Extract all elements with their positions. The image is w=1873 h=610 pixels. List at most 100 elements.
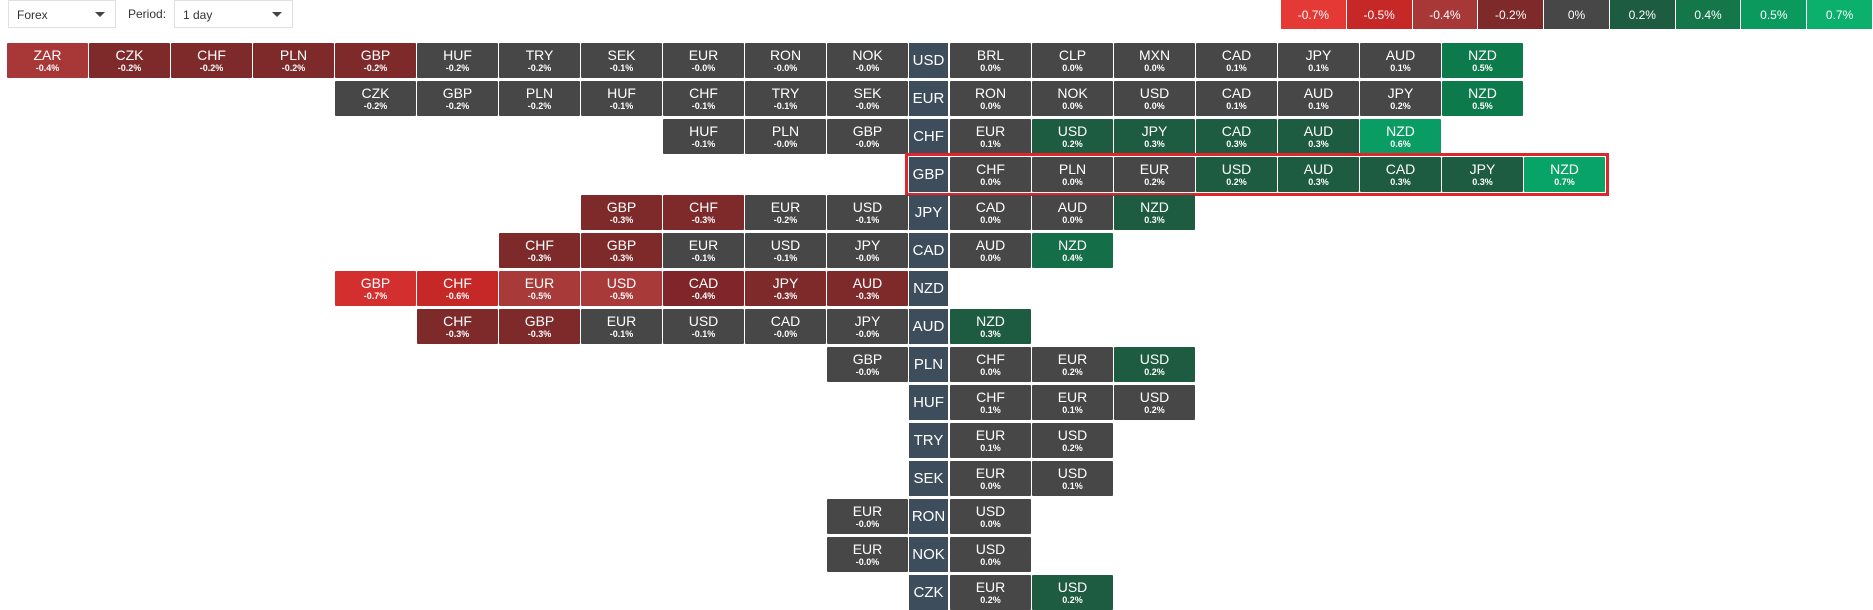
currency-cell[interactable]: USD 0.2% xyxy=(1032,575,1113,610)
base-currency[interactable]: USD xyxy=(909,43,948,78)
currency-cell[interactable]: USD 0.2% xyxy=(1114,385,1195,420)
currency-cell[interactable]: EUR -0.5% xyxy=(499,271,580,306)
currency-cell[interactable]: AUD 0.1% xyxy=(1278,81,1359,116)
base-currency[interactable]: TRY xyxy=(909,423,948,458)
currency-cell[interactable]: EUR -0.0% xyxy=(827,537,908,572)
currency-cell[interactable]: EUR -0.1% xyxy=(581,309,662,344)
base-currency[interactable]: NZD xyxy=(909,271,948,306)
currency-cell[interactable]: CHF -0.2% xyxy=(171,43,252,78)
currency-cell[interactable]: CZK -0.2% xyxy=(89,43,170,78)
base-currency[interactable]: AUD xyxy=(909,309,948,344)
currency-cell[interactable]: JPY -0.3% xyxy=(745,271,826,306)
currency-cell[interactable]: JPY -0.0% xyxy=(827,233,908,268)
currency-cell[interactable]: CHF -0.1% xyxy=(663,81,744,116)
currency-cell[interactable]: GBP -0.3% xyxy=(581,195,662,230)
currency-cell[interactable]: EUR 0.2% xyxy=(1114,157,1195,192)
currency-cell[interactable]: HUF -0.1% xyxy=(663,119,744,154)
currency-cell[interactable]: USD -0.1% xyxy=(663,309,744,344)
currency-cell[interactable]: HUF -0.1% xyxy=(581,81,662,116)
currency-cell[interactable]: GBP -0.0% xyxy=(827,119,908,154)
currency-cell[interactable]: CAD 0.1% xyxy=(1196,43,1277,78)
base-currency[interactable]: CZK xyxy=(909,575,948,610)
market-dropdown[interactable]: Forex xyxy=(8,0,116,28)
currency-cell[interactable]: EUR 0.1% xyxy=(950,119,1031,154)
currency-cell[interactable]: GBP -0.0% xyxy=(827,347,908,382)
currency-cell[interactable]: GBP -0.7% xyxy=(335,271,416,306)
base-currency[interactable]: NOK xyxy=(909,537,948,572)
currency-cell[interactable]: CHF -0.6% xyxy=(417,271,498,306)
currency-cell[interactable]: EUR -0.0% xyxy=(663,43,744,78)
currency-cell[interactable]: CHF 0.1% xyxy=(950,385,1031,420)
currency-cell[interactable]: GBP -0.3% xyxy=(581,233,662,268)
base-currency[interactable]: RON xyxy=(909,499,948,534)
currency-cell[interactable]: RON -0.0% xyxy=(745,43,826,78)
currency-cell[interactable]: AUD 0.0% xyxy=(950,233,1031,268)
currency-cell[interactable]: USD 0.0% xyxy=(1114,81,1195,116)
currency-cell[interactable]: SEK -0.1% xyxy=(581,43,662,78)
currency-cell[interactable]: USD 0.0% xyxy=(950,499,1031,534)
currency-cell[interactable]: EUR -0.1% xyxy=(663,233,744,268)
currency-cell[interactable]: NZD 0.3% xyxy=(950,309,1031,344)
currency-cell[interactable]: EUR 0.1% xyxy=(1032,385,1113,420)
currency-cell[interactable]: TRY -0.1% xyxy=(745,81,826,116)
currency-cell[interactable]: PLN 0.0% xyxy=(1032,157,1113,192)
currency-cell[interactable]: CAD 0.0% xyxy=(950,195,1031,230)
currency-cell[interactable]: AUD 0.1% xyxy=(1360,43,1441,78)
currency-cell[interactable]: AUD 0.3% xyxy=(1278,157,1359,192)
currency-cell[interactable]: USD 0.2% xyxy=(1032,119,1113,154)
currency-cell[interactable]: JPY 0.3% xyxy=(1442,157,1523,192)
currency-cell[interactable]: CHF -0.3% xyxy=(663,195,744,230)
currency-cell[interactable]: CZK -0.2% xyxy=(335,81,416,116)
currency-cell[interactable]: EUR -0.2% xyxy=(745,195,826,230)
currency-cell[interactable]: PLN -0.2% xyxy=(253,43,334,78)
currency-cell[interactable]: NZD 0.3% xyxy=(1114,195,1195,230)
currency-cell[interactable]: HUF -0.2% xyxy=(417,43,498,78)
base-currency[interactable]: SEK xyxy=(909,461,948,496)
currency-cell[interactable]: CAD 0.3% xyxy=(1196,119,1277,154)
currency-cell[interactable]: CHF 0.0% xyxy=(950,157,1031,192)
currency-cell[interactable]: PLN -0.2% xyxy=(499,81,580,116)
currency-cell[interactable]: USD 0.2% xyxy=(1032,423,1113,458)
currency-cell[interactable]: CAD -0.0% xyxy=(745,309,826,344)
base-currency[interactable]: PLN xyxy=(909,347,948,382)
base-currency[interactable]: EUR xyxy=(909,81,948,116)
currency-cell[interactable]: USD 0.2% xyxy=(1114,347,1195,382)
base-currency[interactable]: CAD xyxy=(909,233,948,268)
currency-cell[interactable]: EUR 0.0% xyxy=(950,461,1031,496)
currency-cell[interactable]: AUD 0.0% xyxy=(1032,195,1113,230)
currency-cell[interactable]: GBP -0.3% xyxy=(499,309,580,344)
currency-cell[interactable]: CHF -0.3% xyxy=(417,309,498,344)
currency-cell[interactable]: USD 0.0% xyxy=(950,537,1031,572)
currency-cell[interactable]: JPY 0.1% xyxy=(1278,43,1359,78)
base-currency[interactable]: GBP xyxy=(909,157,948,192)
currency-cell[interactable]: USD 0.2% xyxy=(1196,157,1277,192)
currency-cell[interactable]: CHF -0.3% xyxy=(499,233,580,268)
currency-cell[interactable]: EUR 0.2% xyxy=(950,575,1031,610)
currency-cell[interactable]: JPY 0.2% xyxy=(1360,81,1441,116)
currency-cell[interactable]: USD -0.1% xyxy=(745,233,826,268)
currency-cell[interactable]: CHF 0.0% xyxy=(950,347,1031,382)
currency-cell[interactable]: GBP -0.2% xyxy=(417,81,498,116)
currency-cell[interactable]: NOK -0.0% xyxy=(827,43,908,78)
currency-cell[interactable]: RON 0.0% xyxy=(950,81,1031,116)
period-dropdown[interactable]: 1 day xyxy=(174,0,293,28)
currency-cell[interactable]: NZD 0.4% xyxy=(1032,233,1113,268)
currency-cell[interactable]: JPY -0.0% xyxy=(827,309,908,344)
currency-cell[interactable]: TRY -0.2% xyxy=(499,43,580,78)
base-currency[interactable]: CHF xyxy=(909,119,948,154)
currency-cell[interactable]: JPY 0.3% xyxy=(1114,119,1195,154)
currency-cell[interactable]: GBP -0.2% xyxy=(335,43,416,78)
currency-cell[interactable]: ZAR -0.4% xyxy=(7,43,88,78)
currency-cell[interactable]: PLN -0.0% xyxy=(745,119,826,154)
currency-cell[interactable]: NZD 0.5% xyxy=(1442,81,1523,116)
currency-cell[interactable]: AUD 0.3% xyxy=(1278,119,1359,154)
currency-cell[interactable]: EUR -0.0% xyxy=(827,499,908,534)
currency-cell[interactable]: BRL 0.0% xyxy=(950,43,1031,78)
currency-cell[interactable]: CAD 0.3% xyxy=(1360,157,1441,192)
currency-cell[interactable]: CAD 0.1% xyxy=(1196,81,1277,116)
base-currency[interactable]: JPY xyxy=(909,195,948,230)
currency-cell[interactable]: USD -0.5% xyxy=(581,271,662,306)
currency-cell[interactable]: USD 0.1% xyxy=(1032,461,1113,496)
currency-cell[interactable]: NZD 0.5% xyxy=(1442,43,1523,78)
currency-cell[interactable]: MXN 0.0% xyxy=(1114,43,1195,78)
